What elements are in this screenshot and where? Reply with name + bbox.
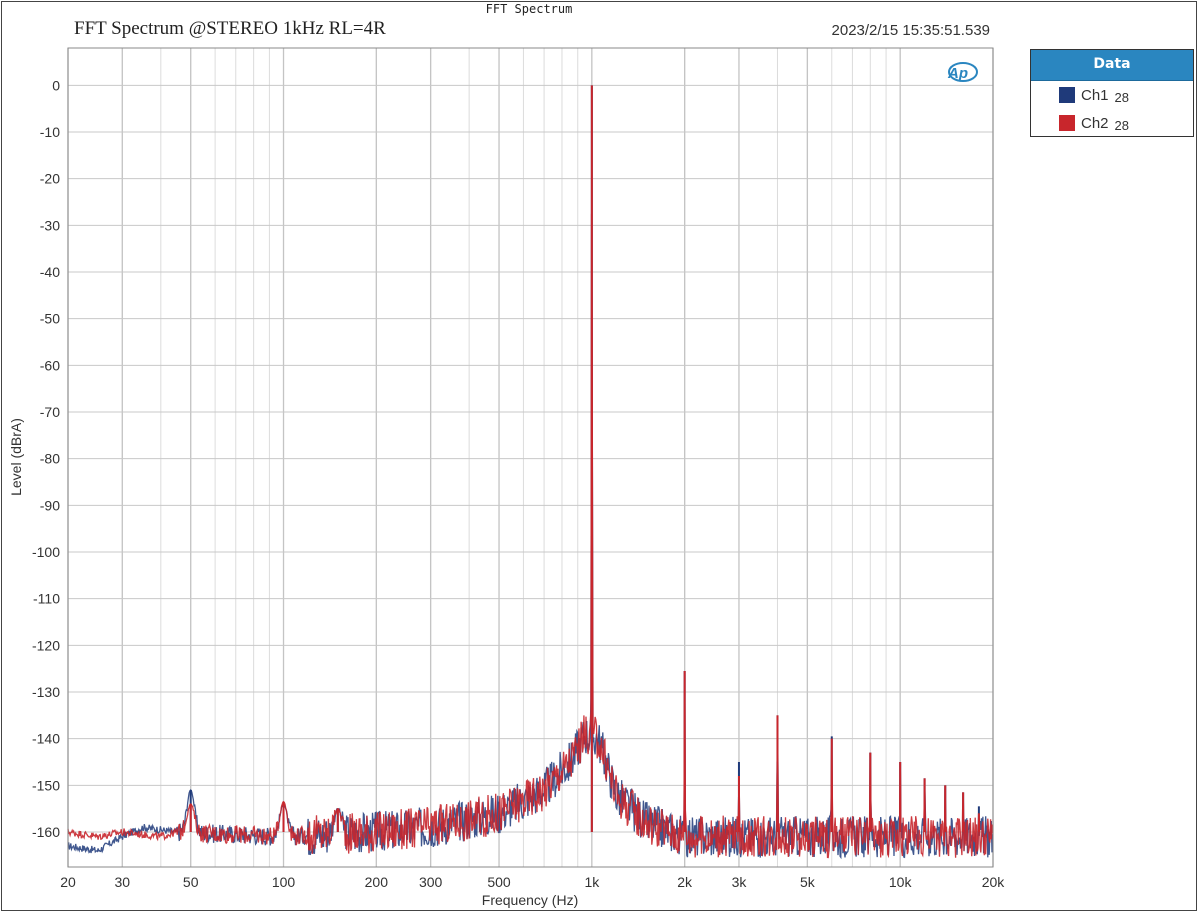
svg-text:Ap: Ap (947, 65, 968, 82)
x-tick-label: 5k (800, 874, 816, 890)
x-tick-label: 20 (60, 874, 76, 890)
y-tick-label: -90 (40, 497, 60, 513)
window-title: FFT Spectrum (485, 2, 573, 16)
x-axis-label: Frequency (Hz) (482, 892, 578, 908)
y-tick-label: 0 (52, 77, 60, 93)
grid (67, 48, 994, 867)
legend-count: 28 (1114, 117, 1129, 133)
y-tick-label: -100 (32, 544, 60, 560)
y-tick-label: -120 (32, 637, 60, 653)
y-tick-label: -80 (40, 451, 60, 467)
x-tick-label: 20k (982, 874, 1006, 890)
legend: Data Ch1 28 Ch2 28 (1030, 49, 1194, 137)
y-tick-label: -60 (40, 357, 60, 373)
y-tick-label: -10 (40, 124, 60, 140)
y-tick-label: -110 (33, 591, 60, 607)
legend-item-ch1[interactable]: Ch1 28 (1059, 81, 1193, 109)
legend-item-ch2[interactable]: Ch2 28 (1059, 109, 1193, 137)
chart-title: FFT Spectrum @STEREO 1kHz RL=4R (74, 18, 386, 39)
timestamp: 2023/2/15 15:35:51.539 (831, 22, 990, 39)
plot-area (67, 85, 994, 860)
ch1-swatch (1059, 87, 1075, 103)
tick-labels: 20 30 50 100 200 300 500 1k 2k 3k 5k 10k 20k 0 -10 -20 -… (32, 77, 1005, 890)
ch2-swatch (1059, 115, 1075, 131)
x-tick-label: 300 (419, 874, 443, 890)
x-tick-label: 500 (487, 874, 511, 890)
x-tick-label: 50 (183, 874, 199, 890)
ap-logo-icon: Ap (947, 62, 978, 82)
y-tick-label: -140 (32, 731, 60, 747)
y-tick-label: -130 (32, 684, 60, 700)
y-tick-label: -40 (40, 264, 60, 280)
x-tick-label: 10k (889, 874, 913, 890)
series-ch2-line (67, 213, 994, 859)
x-tick-label: 3k (732, 874, 748, 890)
x-tick-label: 100 (272, 874, 296, 890)
legend-label: Ch1 (1081, 86, 1109, 104)
y-tick-label: -150 (32, 777, 60, 793)
series-ch1-line (67, 213, 994, 860)
y-tick-label: -70 (40, 404, 60, 420)
y-tick-label: -30 (40, 217, 60, 233)
plot-border (67, 47, 994, 868)
legend-count: 28 (1114, 89, 1129, 105)
y-axis-label: Level (dBrA) (8, 418, 24, 496)
y-tick-label: -160 (32, 824, 60, 840)
x-tick-label: 2k (677, 874, 693, 890)
legend-label: Ch2 (1081, 114, 1109, 132)
y-tick-label: -50 (40, 311, 60, 327)
x-tick-label: 1k (584, 874, 600, 890)
y-tick-label: -20 (40, 171, 60, 187)
legend-title: Data (1031, 50, 1193, 81)
x-tick-label: 200 (365, 874, 389, 890)
x-tick-label: 30 (115, 874, 131, 890)
